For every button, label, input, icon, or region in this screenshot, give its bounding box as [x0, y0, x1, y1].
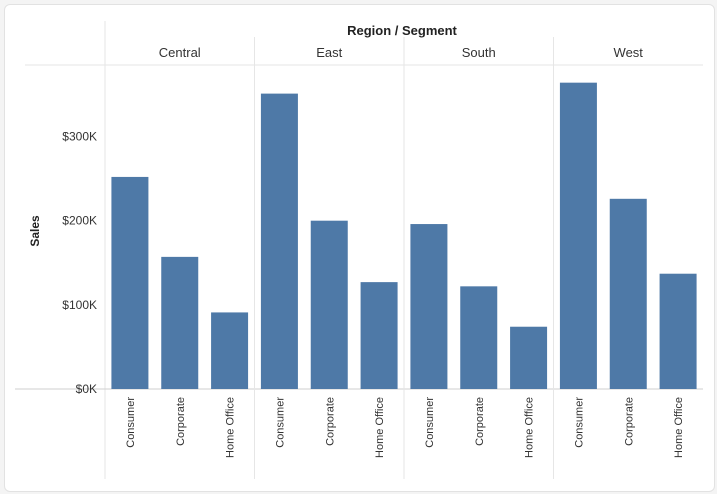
chart-frame: Region / Segment Sales Central Consumer Co… — [4, 4, 715, 492]
y-axis-label: Sales — [28, 215, 42, 247]
region-segment-bar-chart: Region / Segment Sales Central Consumer Co… — [15, 21, 703, 479]
bar — [609, 198, 647, 389]
bar — [510, 326, 548, 389]
bar — [310, 220, 348, 389]
region-header: West — [614, 45, 644, 60]
x-tick-label: Consumer — [573, 397, 585, 448]
x-tick-label: Corporate — [623, 397, 635, 446]
chart-title: Region / Segment — [347, 23, 457, 38]
bars — [111, 82, 697, 390]
y-tick-label: $200K — [62, 214, 97, 228]
y-tick-label: $300K — [62, 130, 97, 144]
labels: Central Consumer Corporate Home Office East C… — [62, 45, 685, 458]
region-header: South — [462, 45, 496, 60]
x-tick-label: Consumer — [125, 397, 137, 448]
bar — [260, 93, 298, 390]
x-tick-label: Corporate — [474, 397, 486, 446]
x-tick-label: Home Office — [673, 397, 685, 458]
x-tick-label: Home Office — [524, 397, 536, 458]
x-tick-label: Corporate — [324, 397, 336, 446]
bar — [559, 82, 597, 389]
y-tick-label: $0K — [76, 382, 97, 396]
bar — [460, 286, 498, 389]
bar — [111, 176, 149, 389]
x-tick-label: Consumer — [274, 397, 286, 448]
region-header: East — [316, 45, 342, 60]
bar — [659, 273, 697, 389]
x-tick-label: Home Office — [225, 397, 237, 458]
bar — [360, 282, 398, 389]
region-header: Central — [159, 45, 201, 60]
bar — [410, 224, 448, 389]
x-tick-label: Home Office — [374, 397, 386, 458]
y-tick-label: $100K — [62, 298, 97, 312]
bar — [161, 256, 199, 389]
bar — [211, 312, 249, 389]
x-tick-label: Consumer — [424, 397, 436, 448]
x-tick-label: Corporate — [175, 397, 187, 446]
